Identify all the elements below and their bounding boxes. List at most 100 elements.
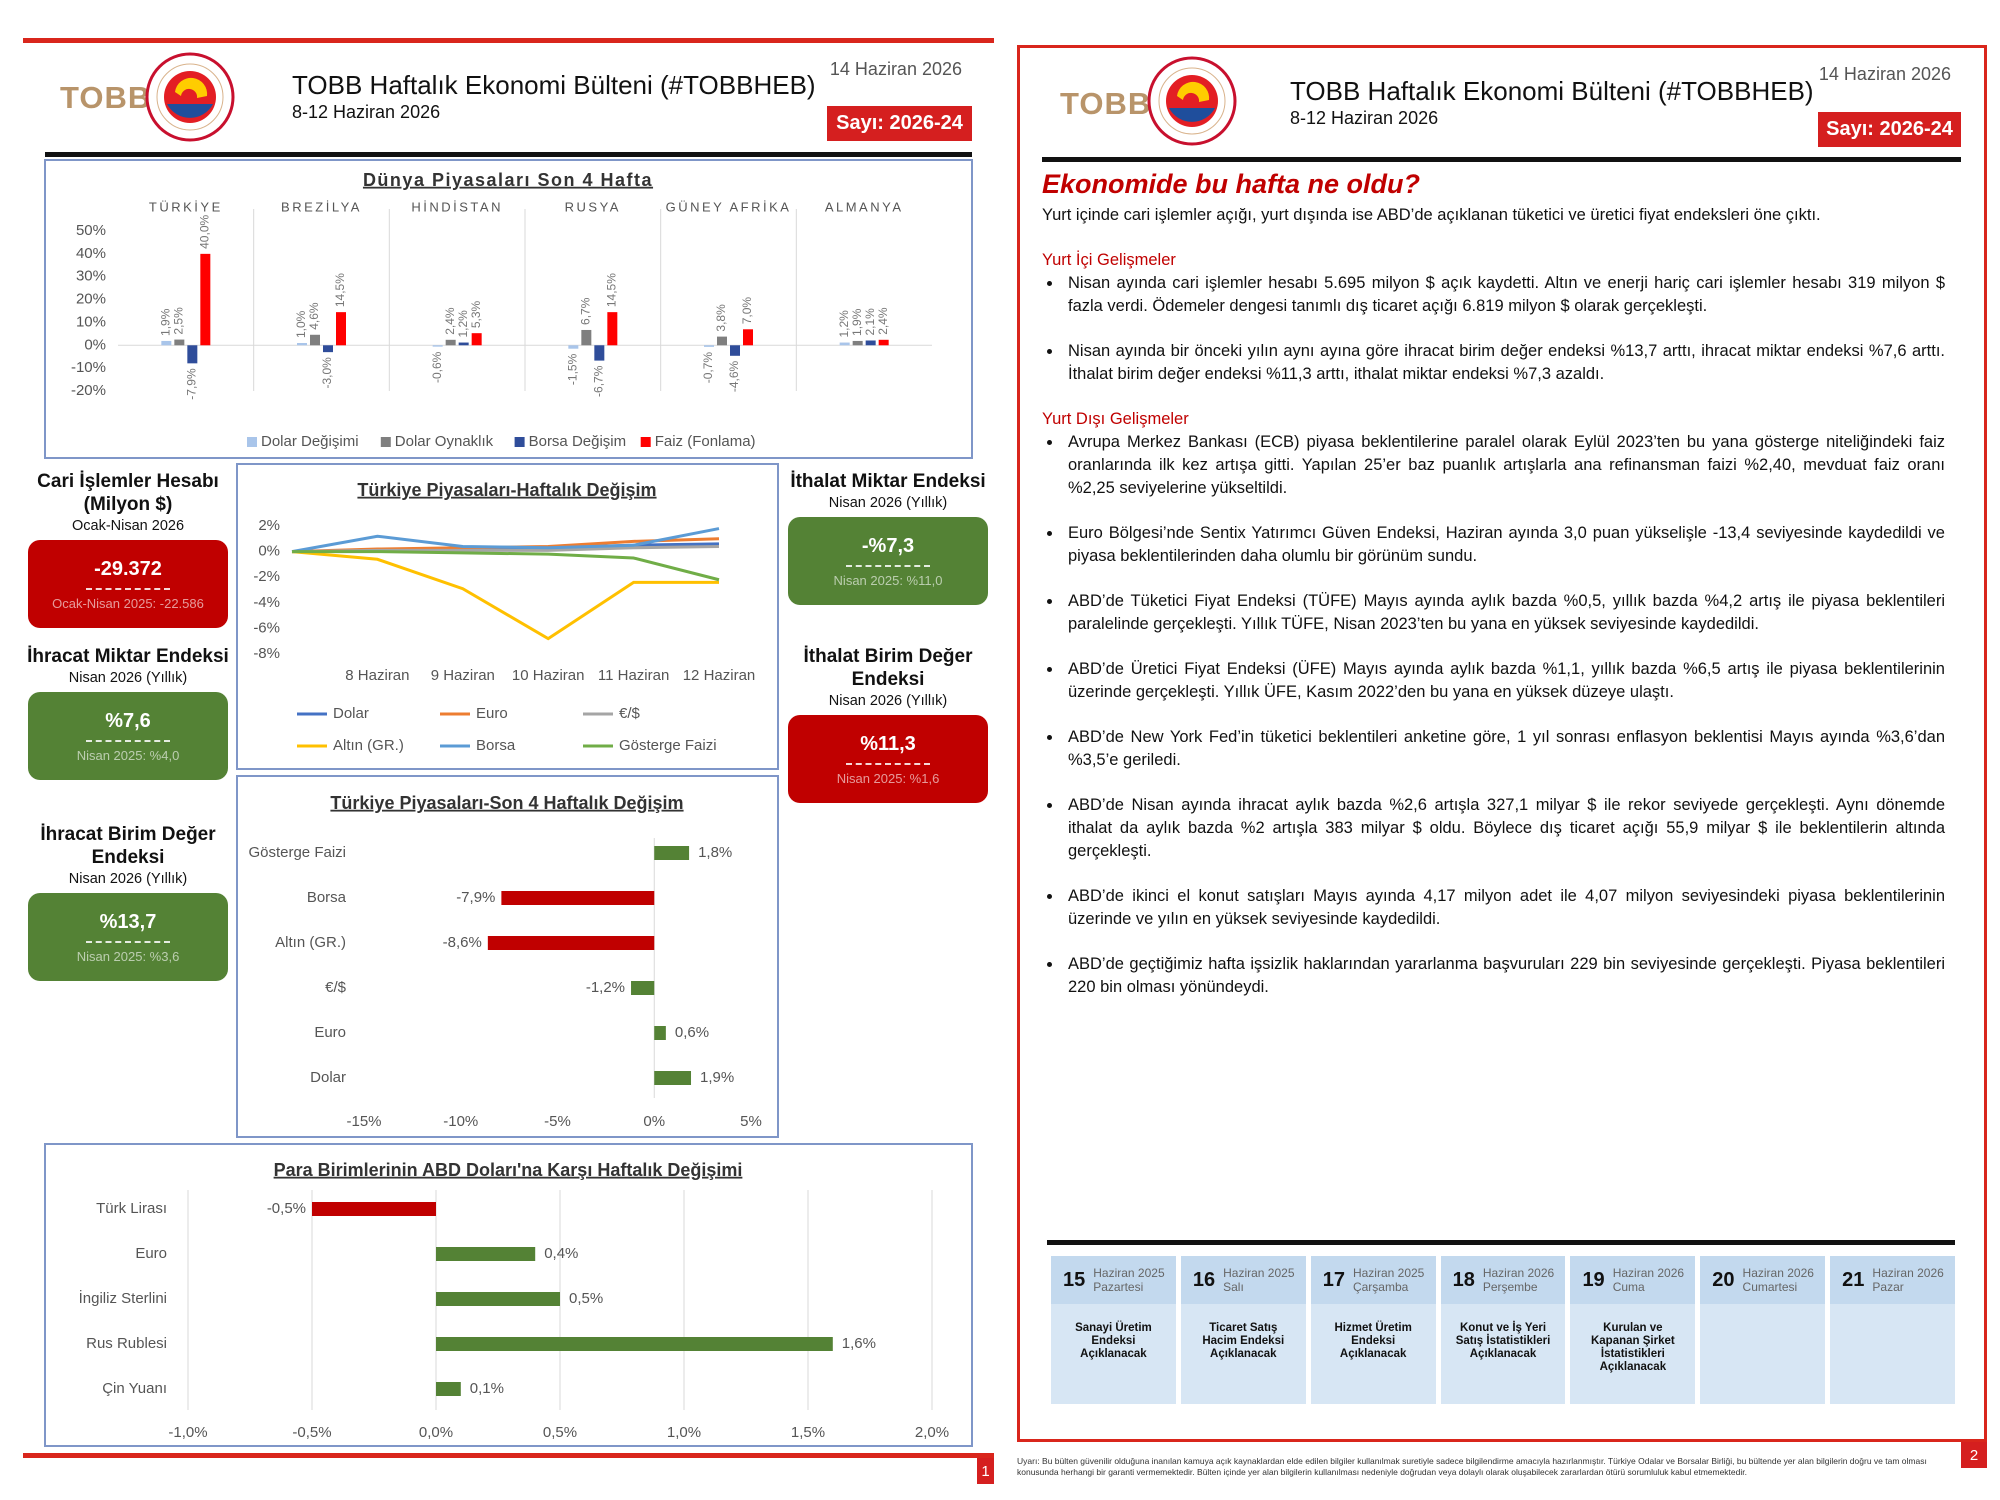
category-label: Euro xyxy=(314,1024,346,1041)
category-label: Rus Rublesi xyxy=(86,1335,167,1352)
bullet-item: Nisan ayında cari işlemler hesabı 5.695 … xyxy=(1042,272,1945,318)
calendar-day: 20 Haziran 2026 Cumartesi xyxy=(1700,1256,1826,1404)
weekday: Cuma xyxy=(1612,1280,1645,1294)
month: Haziran 2026 xyxy=(1742,1266,1814,1280)
day-number: 15 xyxy=(1063,1268,1086,1291)
category-label: Dolar xyxy=(310,1069,346,1086)
y-tick-label: 0% xyxy=(84,336,106,353)
bar xyxy=(445,339,456,346)
data-label: 2,4% xyxy=(443,307,457,335)
chart-frame xyxy=(44,1143,973,1447)
legend-swatch xyxy=(514,437,525,447)
divider xyxy=(86,739,170,742)
bullet xyxy=(1047,962,1052,967)
disclaimer: Uyarı: Bu bülten güvenilir olduğuna inan… xyxy=(1017,1456,1927,1477)
calendar-event: Hizmet Üretim Endeksi Açıklanacak xyxy=(1334,1322,1412,1360)
bullet-text: Euro Bölgesi’nde Sentix Yatırımcı Güven … xyxy=(1068,524,1945,565)
calendar-event: Ticaret Satış Hacim Endeksi Açıklanacak xyxy=(1202,1322,1285,1360)
category-label: Çin Yuanı xyxy=(102,1380,167,1397)
bullet-item: Avrupa Merkez Bankası (ECB) piyasa bekle… xyxy=(1042,431,1945,500)
section-title: Yurt İçi Gelişmeler xyxy=(1042,251,1176,269)
bullet-text: ABD’de Tüketici Fiyat Endeksi (TÜFE) May… xyxy=(1068,592,1945,633)
data-label: 7,0% xyxy=(740,297,754,325)
bullet xyxy=(1047,281,1052,286)
legend-label: Faiz (Fonlama) xyxy=(655,433,756,450)
bar xyxy=(743,329,753,346)
series-line xyxy=(292,550,720,582)
data-label: 14,5% xyxy=(333,273,347,307)
data-label: 1,9% xyxy=(159,308,173,336)
day-meta: Haziran 2026 Pazar xyxy=(1872,1266,1943,1294)
legend-swatch xyxy=(247,437,257,447)
bullet-item: ABD’de ikinci el konut satışları Mayıs a… xyxy=(1042,885,1945,931)
data-label: -8,6% xyxy=(443,934,482,951)
calendar-head: 18 Haziran 2026 Perşembe xyxy=(1440,1256,1566,1304)
y-tick-label: 20% xyxy=(76,291,106,308)
calendar-day: 18 Haziran 2026 Perşembe Konut ve İş Yeri S… xyxy=(1440,1256,1566,1404)
indicator-box: %11,3 Nisan 2025: %1,6 xyxy=(788,715,988,803)
bulletin-date: 14 Haziran 2026 xyxy=(829,59,962,79)
calendar-day: 19 Haziran 2026 Cuma Kurulan ve Kapanan Şir… xyxy=(1570,1256,1696,1404)
x-tick-label: 0,5% xyxy=(543,1424,577,1441)
page-frame xyxy=(1017,45,1987,1442)
bar xyxy=(568,345,579,349)
calendar-head: 15 Haziran 2025 Pazartesi xyxy=(1051,1256,1176,1304)
bar xyxy=(436,1337,833,1351)
bullet-text: Nisan ayında cari işlemler hesabı 5.695 … xyxy=(1068,274,1945,315)
indicator-card: İhracat Miktar Endeksi Nisan 2026 (Yıllık… xyxy=(18,645,238,780)
indicator-title: Cari İşlemler Hesabı (Milyon $) xyxy=(37,471,219,515)
chart-title: Türkiye Piyasaları-Haftalık Değişim xyxy=(357,480,656,500)
bar xyxy=(501,891,655,905)
category-label: İngiliz Sterlini xyxy=(79,1289,167,1307)
category-label: RUSYA xyxy=(565,199,621,214)
indicator-box: %13,7 Nisan 2025: %3,6 xyxy=(28,893,228,981)
chart-frame xyxy=(236,463,779,770)
divider xyxy=(86,587,170,590)
indicator-box: -%7,3 Nisan 2025: %11,0 xyxy=(788,517,988,605)
month: Haziran 2026 xyxy=(1612,1266,1685,1280)
data-label: 1,8% xyxy=(698,844,732,861)
bar xyxy=(336,312,346,346)
legend-swatch xyxy=(640,437,651,447)
legend-label: Altın (GR.) xyxy=(333,737,404,754)
month: Haziran 2025 xyxy=(1093,1266,1165,1280)
data-label: 0,4% xyxy=(544,1245,578,1262)
headline: Ekonomide bu hafta ne oldu? xyxy=(1042,169,1420,199)
calendar-event: Kurulan ve Kapanan Şirket İstatistikleri… xyxy=(1590,1322,1675,1373)
chart-title: Türkiye Piyasaları-Son 4 Haftalık Değişi… xyxy=(330,793,683,813)
bullet-text: ABD’de Üretici Fiyat Endeksi (ÜFE) Mayıs… xyxy=(1068,660,1945,701)
data-label: 3,8% xyxy=(714,304,728,332)
y-tick-label: -20% xyxy=(71,382,106,399)
calendar-day: 21 Haziran 2026 Pazar xyxy=(1830,1256,1956,1404)
logo xyxy=(145,52,235,142)
bar xyxy=(174,339,185,346)
data-label: 0,1% xyxy=(470,1380,504,1397)
data-label: 1,6% xyxy=(842,1335,876,1352)
bar xyxy=(436,1292,560,1306)
day-meta: Haziran 2026 Perşembe xyxy=(1483,1266,1554,1294)
bar xyxy=(717,336,727,346)
bar xyxy=(839,342,850,346)
legend-label: €/$ xyxy=(619,705,641,722)
y-tick-label: 40% xyxy=(76,245,106,262)
weekday: Salı xyxy=(1223,1280,1244,1294)
bar xyxy=(631,981,655,995)
bar xyxy=(704,345,714,347)
data-label: 4,6% xyxy=(307,302,321,330)
legend-label: Borsa Değişim xyxy=(529,433,627,450)
calendar: 15 Haziran 2025 Pazartesi Sanayi Üretim End… xyxy=(1051,1256,1956,1404)
issue-badge: Sayı: 2026-24 xyxy=(1818,112,1961,147)
x-tick-label: 11 Haziran xyxy=(598,667,669,684)
issue-badge: Sayı: 2026-24 xyxy=(827,106,972,141)
day-number: 19 xyxy=(1582,1268,1605,1291)
x-tick-label: 1,5% xyxy=(791,1424,825,1441)
x-tick-label: 10 Haziran xyxy=(512,667,585,684)
x-tick-label: 9 Haziran xyxy=(431,667,495,684)
chart-title: Dünya Piyasaları Son 4 Hafta xyxy=(363,170,653,190)
bullet xyxy=(1047,803,1052,808)
data-label: 6,7% xyxy=(579,297,593,325)
bullet xyxy=(1047,894,1052,899)
bar xyxy=(436,1382,461,1396)
header-rule xyxy=(1042,157,1961,162)
bullet-text: ABD’de Nisan ayında ihracat aylık bazda … xyxy=(1068,796,1945,860)
